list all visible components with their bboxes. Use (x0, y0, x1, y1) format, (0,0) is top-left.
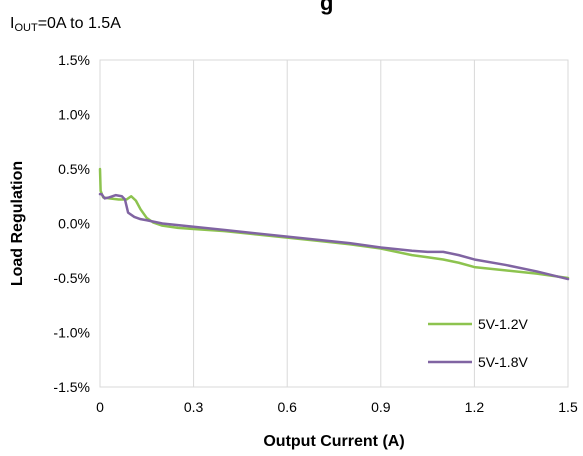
subtitle-suffix: =0A to 1.5A (38, 15, 122, 32)
grid-lines (193, 60, 475, 387)
y-tick-label: -1.5% (53, 379, 90, 395)
x-tick-label: 1.5 (558, 399, 578, 415)
x-tick-label: 0.6 (277, 399, 297, 415)
series-line-2 (98, 192, 570, 281)
y-tick-label: 0.0% (58, 216, 90, 232)
legend-label-1: 5V-1.2V (478, 316, 528, 332)
legend: 5V-1.2V 5V-1.8V (428, 316, 528, 370)
y-tick-label: 0.5% (58, 161, 90, 177)
y-tick-label: 1.5% (58, 52, 90, 68)
legend-label-2: 5V-1.8V (478, 354, 528, 370)
series-line-1 (98, 167, 570, 280)
subtitle-subscript: OUT (14, 22, 38, 34)
y-tick-label: -0.5% (53, 270, 90, 286)
x-tick-label: 0.3 (184, 399, 204, 415)
x-axis-ticks: 0 0.3 0.6 0.9 1.2 1.5 (96, 399, 578, 415)
subtitle-prefix: I (10, 15, 14, 32)
x-tick-label: 0.9 (371, 399, 391, 415)
plot-area (99, 59, 569, 388)
x-axis-title: Output Current (A) (263, 433, 404, 450)
series-lines (98, 167, 570, 281)
x-tick-label: 0 (96, 399, 104, 415)
chart-title-fragment: g (320, 0, 333, 15)
y-axis-title: Load Regulation (9, 161, 26, 286)
y-axis-ticks: 1.5% 1.0% 0.5% 0.0% -0.5% -1.0% -1.5% (53, 52, 90, 395)
y-tick-label: -1.0% (53, 325, 90, 341)
x-tick-label: 1.2 (465, 399, 485, 415)
y-tick-label: 1.0% (58, 107, 90, 123)
chart-subtitle: IOUT=0A to 1.5A (10, 15, 121, 34)
